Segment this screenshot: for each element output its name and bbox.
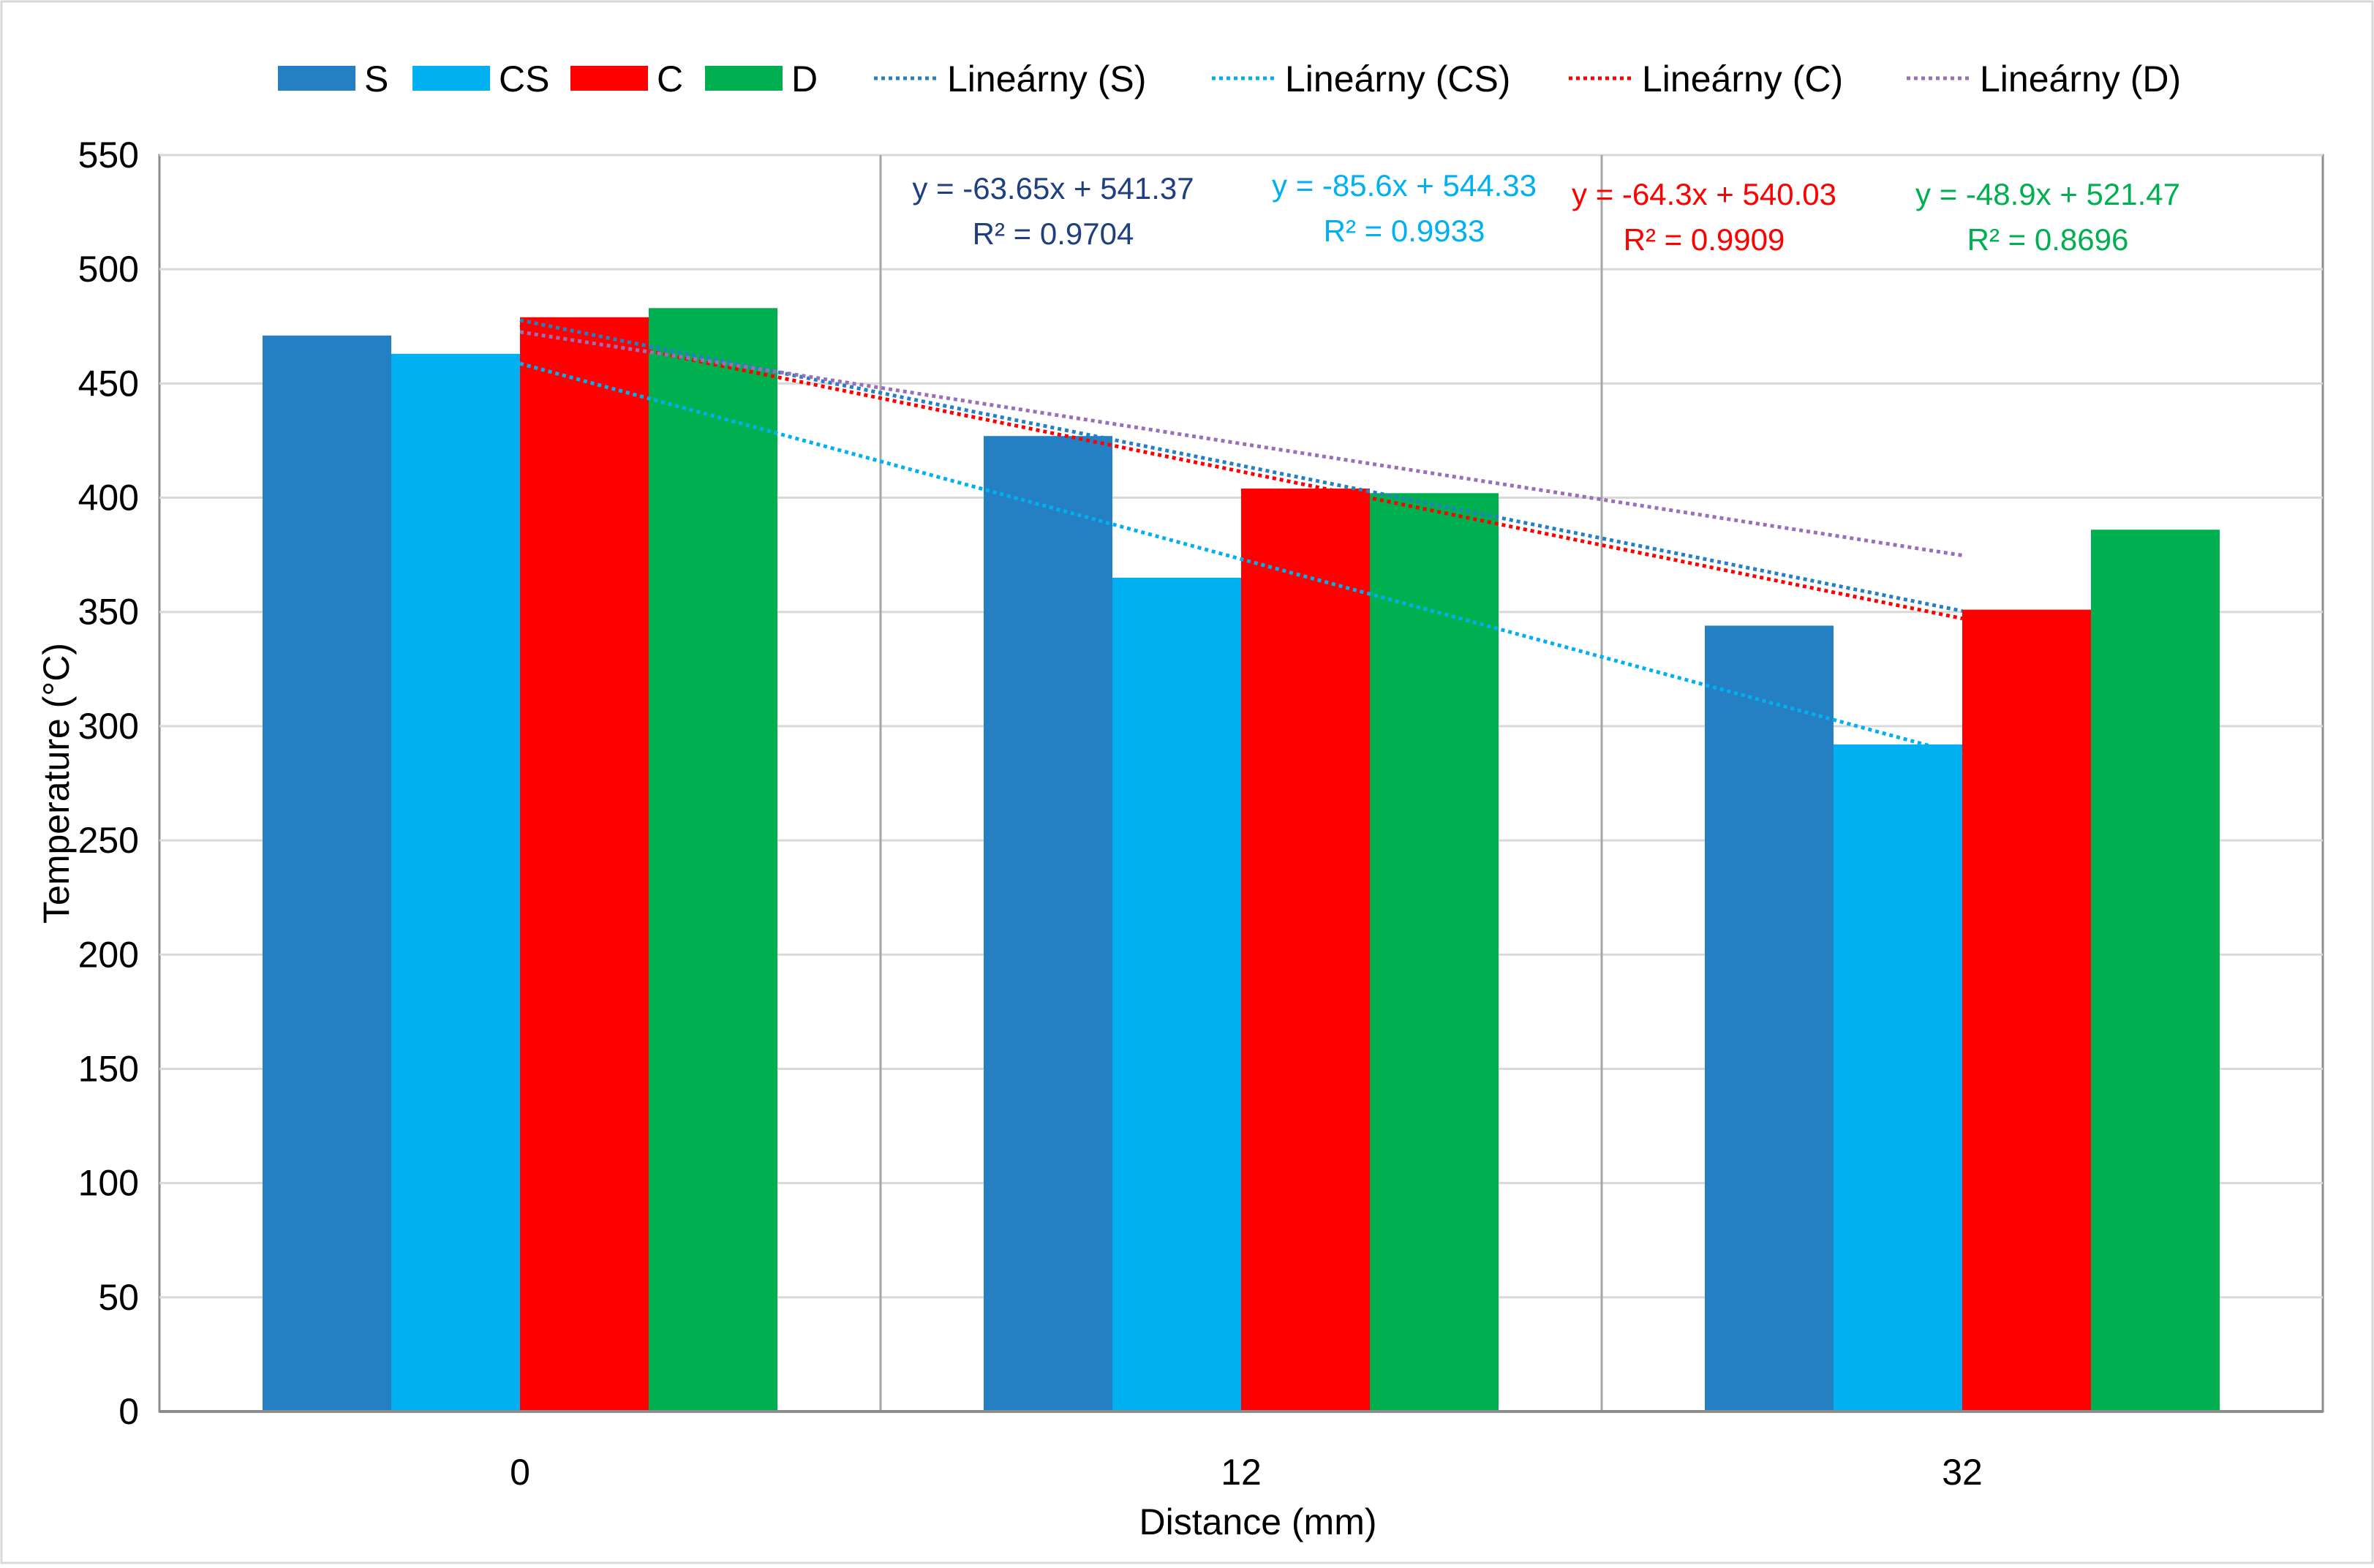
trendline-equation-c: y = -64.3x + 540.03	[1572, 177, 1836, 211]
legend-label-trend-s: Lineárny (S)	[947, 59, 1146, 99]
trendline-equation-s: y = -63.65x + 541.37	[912, 171, 1194, 206]
bars	[263, 308, 2220, 1412]
bar-cs-0	[391, 353, 520, 1412]
bar-s-12	[984, 436, 1112, 1411]
y-tick-label: 350	[78, 592, 139, 633]
y-tick-label: 250	[78, 820, 139, 861]
bar-s-0	[263, 335, 391, 1411]
bar-cs-12	[1112, 577, 1241, 1411]
y-tick-label: 50	[98, 1277, 139, 1318]
y-tick-label: 400	[78, 478, 139, 519]
y-tick-label: 0	[118, 1391, 139, 1432]
trendline-r2-cs: R² = 0.9933	[1324, 214, 1485, 248]
bar-d-32	[2091, 529, 2220, 1411]
legend-swatch-cs	[412, 66, 490, 91]
bar-cs-32	[1834, 744, 1962, 1411]
bar-c-12	[1241, 489, 1370, 1411]
x-tick-label: 0	[510, 1452, 530, 1493]
legend-swatch-s	[278, 66, 355, 91]
trendlines	[519, 318, 1963, 757]
legend-label-s: S	[364, 59, 388, 99]
trendline-equation-cs: y = -85.6x + 544.33	[1272, 168, 1537, 203]
y-tick-label: 550	[78, 135, 139, 176]
y-tick-label: 150	[78, 1048, 139, 1089]
x-axis-tick-labels: 0 12 32	[510, 1452, 1983, 1493]
x-axis-title: Distance (mm)	[1139, 1501, 1376, 1542]
y-tick-label: 200	[78, 934, 139, 975]
legend-swatch-c	[570, 66, 648, 91]
trendline-r2-d: R² = 0.8696	[1967, 222, 2129, 257]
legend-label-d: D	[791, 59, 818, 99]
y-tick-label: 450	[78, 363, 139, 404]
y-tick-label: 100	[78, 1163, 139, 1204]
legend-label-trend-cs: Lineárny (CS)	[1285, 59, 1510, 99]
category-separators	[879, 155, 1603, 1411]
bar-s-32	[1705, 625, 1834, 1411]
legend: S CS C D Lineárny (S) Lineárny (CS) Lineárny (…	[278, 59, 2181, 99]
bar-d-12	[1370, 493, 1499, 1412]
bar-c-32	[1962, 609, 2091, 1411]
x-tick-label: 12	[1221, 1452, 1262, 1493]
legend-label-trend-c: Lineárny (C)	[1642, 59, 1843, 99]
trendline-equation-d: y = -48.9x + 521.47	[1915, 177, 2180, 211]
bar-c-0	[520, 317, 649, 1411]
trendline-r2-s: R² = 0.9704	[973, 216, 1134, 251]
trendline-d	[519, 330, 1963, 557]
legend-label-cs: CS	[499, 59, 549, 99]
y-axis-title: Temperature (°C)	[36, 643, 77, 924]
legend-label-c: C	[657, 59, 683, 99]
y-tick-label: 300	[78, 706, 139, 747]
x-tick-label: 32	[1942, 1452, 1983, 1493]
trendline-cs	[519, 361, 1963, 757]
y-tick-label: 500	[78, 249, 139, 290]
legend-label-trend-d: Lineárny (D)	[1980, 59, 2181, 99]
trendline-equations: y = -63.65x + 541.37 R² = 0.9704 y = -85.6…	[912, 168, 2180, 257]
trendline-r2-c: R² = 0.9909	[1624, 222, 1785, 257]
bar-d-0	[649, 308, 777, 1411]
legend-swatch-d	[705, 66, 783, 91]
y-axis-tick-labels: 0 50 100 150 200 250 300 350 400 450 500 550	[78, 135, 139, 1432]
